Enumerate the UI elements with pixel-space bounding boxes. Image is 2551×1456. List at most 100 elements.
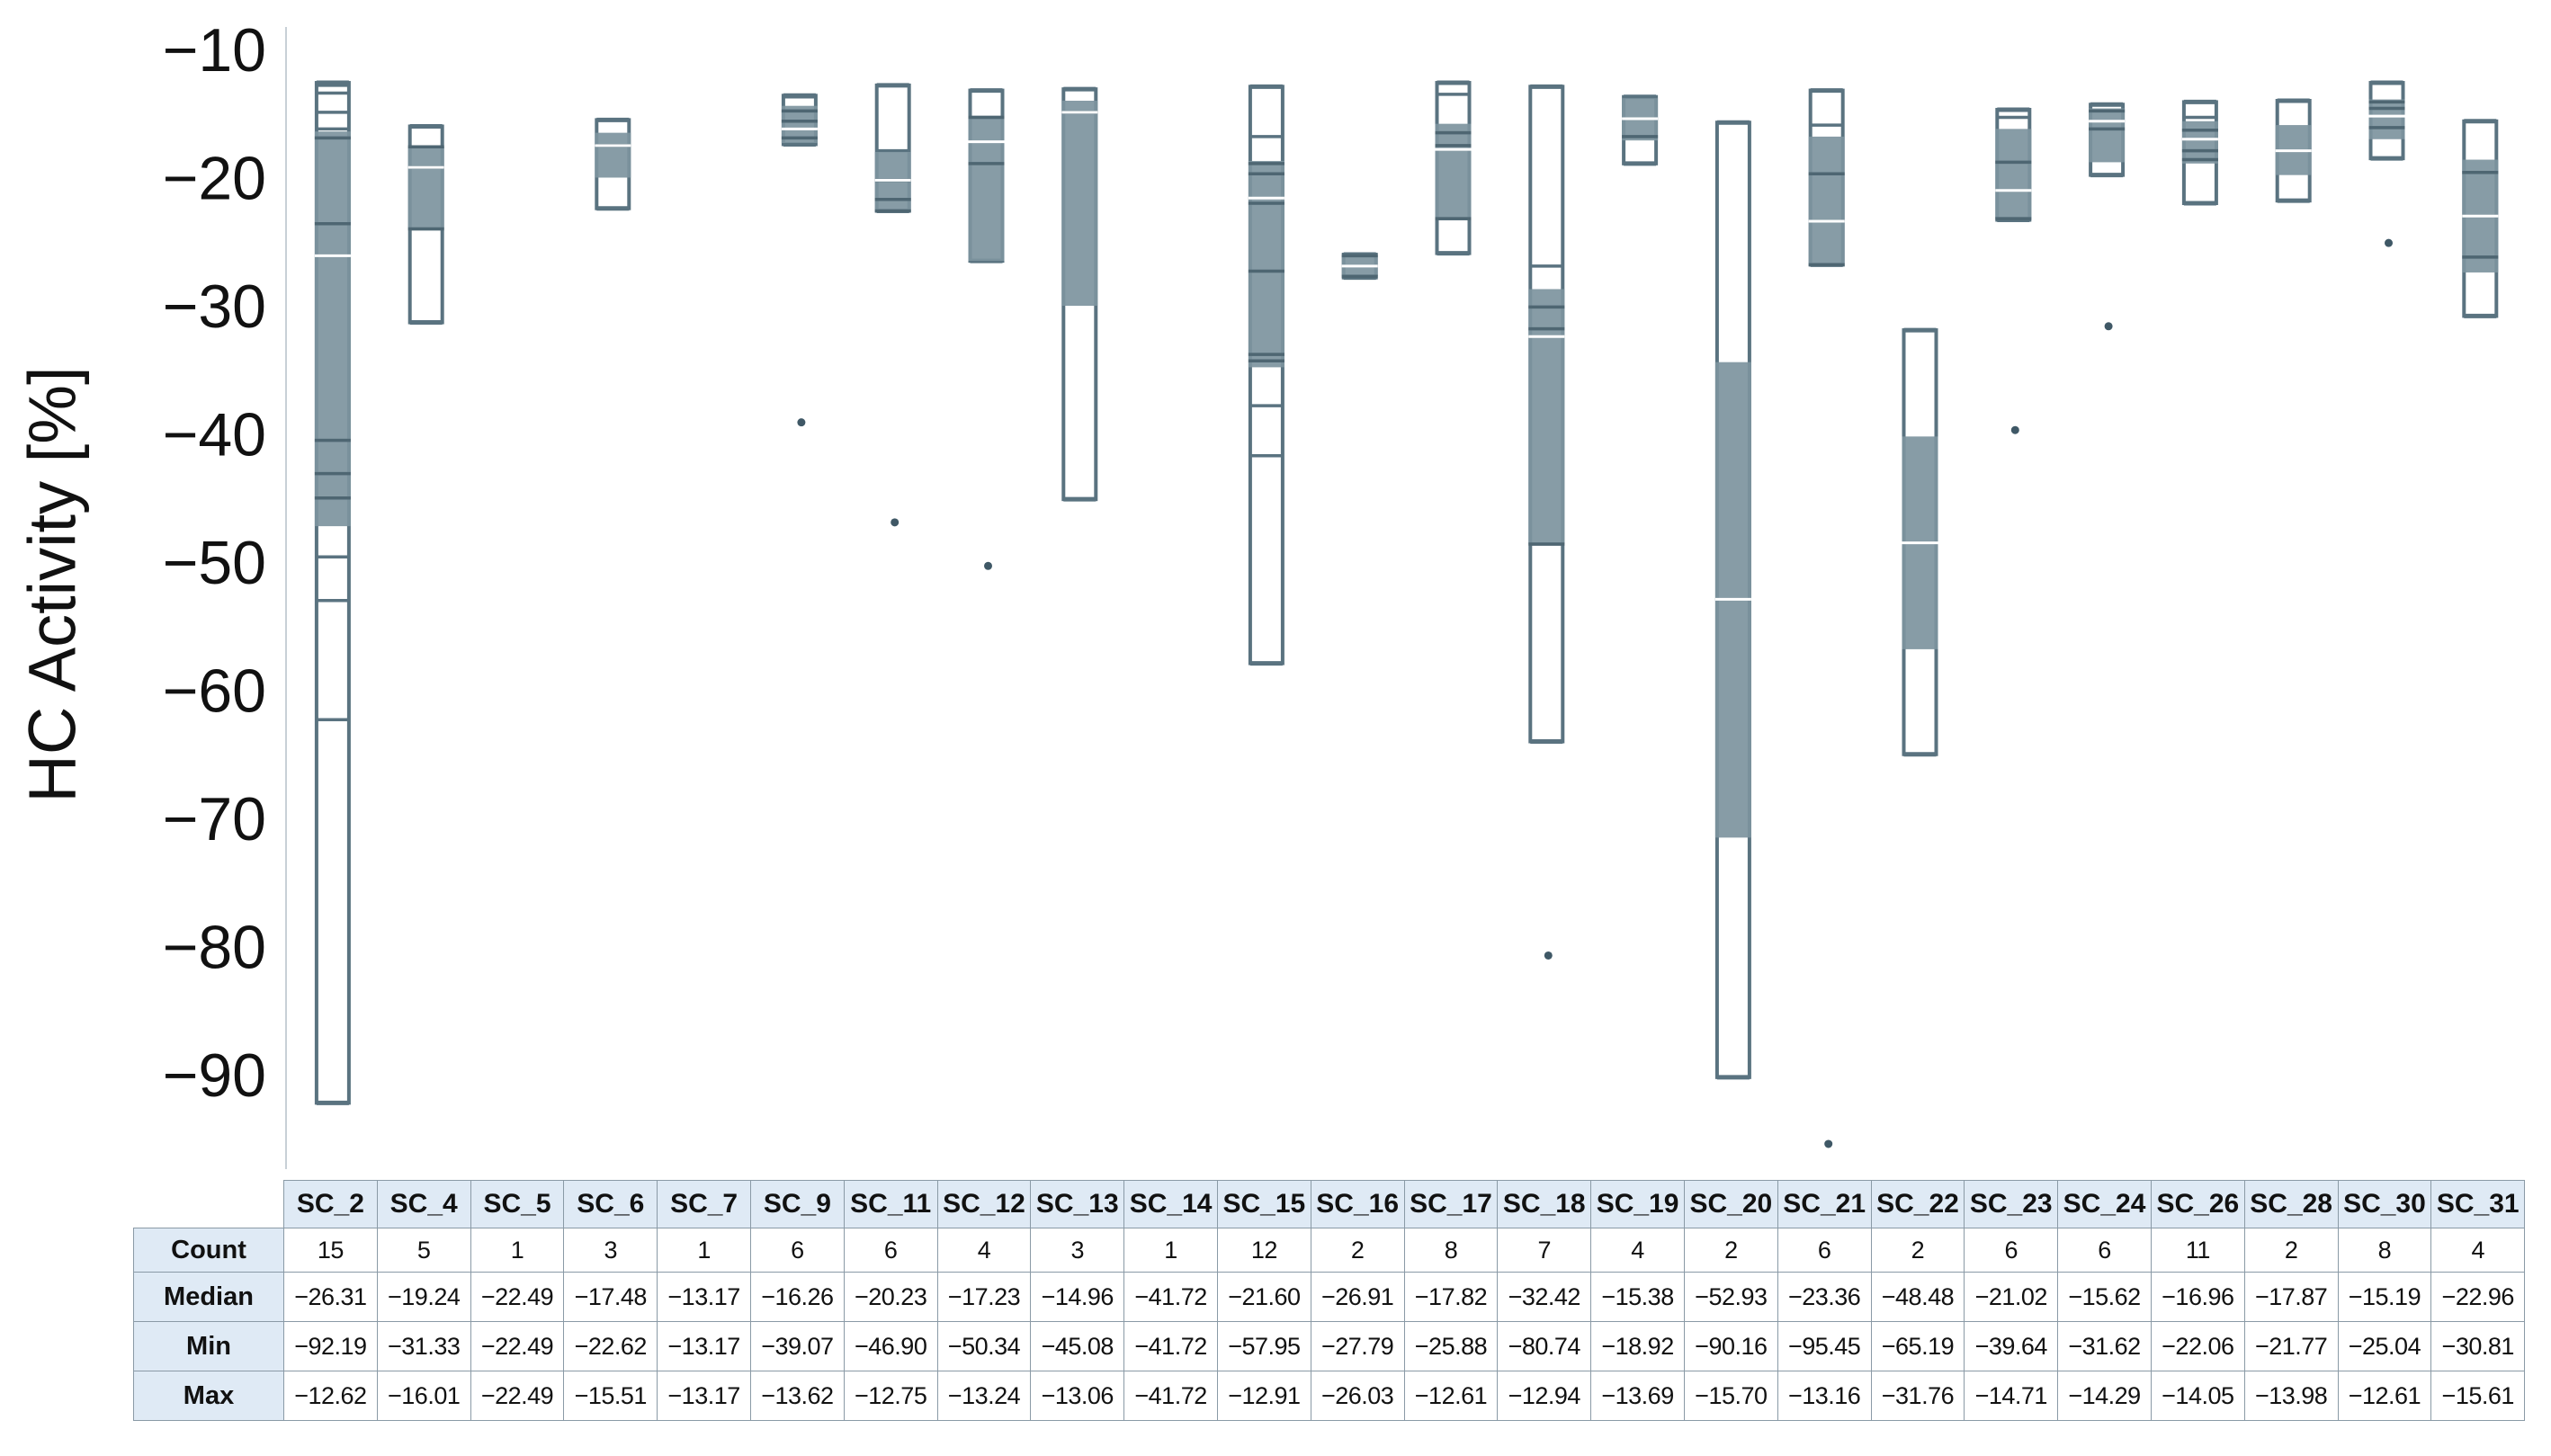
table-cell: −27.79 <box>1310 1321 1405 1371</box>
table-cell: −15.19 <box>2337 1272 2432 1322</box>
table-cell: 12 <box>1216 1228 1311 1273</box>
table-cell: −12.62 <box>283 1371 378 1421</box>
box-group-sc-15 <box>1248 84 1284 666</box>
table-cell: −13.98 <box>2243 1371 2339 1421</box>
table-cell: −15.61 <box>2430 1371 2526 1421</box>
column-header: SC_22 <box>1870 1180 1965 1228</box>
box-group-sc-11 <box>874 83 911 527</box>
box-group-sc-21 <box>1808 88 1845 1148</box>
box-group-sc-24 <box>2089 102 2126 331</box>
box-group-sc-13 <box>1061 86 1098 502</box>
y-tick-label: −30 <box>163 272 266 341</box>
table-cell: 4 <box>936 1228 1032 1273</box>
table-cell: −15.70 <box>1683 1371 1778 1421</box>
outlier-point <box>2010 425 2019 434</box>
table-row-median: Median −26.31 −19.24 −22.49 −17.48 −13.17 −16.… <box>133 1272 2526 1322</box>
outlier-point <box>1824 1139 1833 1148</box>
column-header: SC_9 <box>749 1180 845 1228</box>
table-cell: 1 <box>657 1228 751 1273</box>
column-header: SC_23 <box>1964 1180 2059 1228</box>
table-cell: −92.19 <box>283 1321 378 1371</box>
table-cell: −22.06 <box>2150 1321 2245 1371</box>
table-cell: −13.06 <box>1030 1371 1125 1421</box>
y-tick-label: −20 <box>163 145 266 213</box>
table-cell: −41.72 <box>1123 1321 1218 1371</box>
column-header: SC_31 <box>2430 1180 2526 1228</box>
table-row-max: Max −12.62 −16.01 −22.49 −15.51 −13.17 −13.62−… <box>133 1371 2526 1421</box>
table-cell: −13.17 <box>657 1321 751 1371</box>
table-cell: −31.76 <box>1870 1371 1965 1421</box>
table-cell: −13.24 <box>936 1371 1032 1421</box>
box-group-sc-6 <box>595 117 631 211</box>
table-cell: −22.62 <box>563 1321 658 1371</box>
table-cell: 6 <box>749 1228 845 1273</box>
table-cell: −22.96 <box>2430 1272 2526 1322</box>
column-header: SC_13 <box>1030 1180 1125 1228</box>
interquartile-box <box>314 131 351 527</box>
table-cell: −13.17 <box>657 1371 751 1421</box>
box-group-sc-12 <box>968 88 1005 570</box>
table-cell: −16.26 <box>749 1272 845 1322</box>
table-cell: −12.94 <box>1497 1371 1592 1421</box>
table-cell: −25.88 <box>1403 1321 1499 1371</box>
box-group-sc-31 <box>2462 119 2499 318</box>
interquartile-box <box>2181 121 2218 164</box>
table-corner <box>134 1181 284 1228</box>
table-cell: −13.62 <box>749 1371 845 1421</box>
box-group-sc-19 <box>1622 94 1659 166</box>
row-header: Min <box>133 1321 284 1371</box>
table-cell: −16.01 <box>376 1371 471 1421</box>
column-header: SC_30 <box>2337 1180 2432 1228</box>
box-group-sc-28 <box>2275 98 2312 203</box>
table-cell: −17.48 <box>563 1272 658 1322</box>
column-header: SC_19 <box>1590 1180 1685 1228</box>
table-cell: −41.72 <box>1123 1272 1218 1322</box>
y-tick-label: −70 <box>163 785 266 853</box>
table-cell: 3 <box>563 1228 658 1273</box>
column-header: SC_18 <box>1497 1180 1592 1228</box>
table-cell: −13.16 <box>1777 1371 1872 1421</box>
table-cell: −15.62 <box>2057 1272 2152 1322</box>
interquartile-box <box>2368 99 2405 139</box>
table-cell: −57.95 <box>1216 1321 1311 1371</box>
table-cell: 6 <box>843 1228 938 1273</box>
y-axis: −10 −20 −30 −40 −50 −60 −70 −80 −90 <box>163 16 287 1169</box>
column-header: SC_20 <box>1683 1180 1778 1228</box>
box-group-sc-17 <box>1435 80 1472 256</box>
column-header: SC_5 <box>470 1180 565 1228</box>
column-header: SC_6 <box>563 1180 658 1228</box>
table-cell: −14.96 <box>1030 1272 1125 1322</box>
outlier-point <box>1544 951 1553 960</box>
table-cell: 2 <box>1870 1228 1965 1273</box>
y-axis-label: HC Activity [%] <box>14 366 90 803</box>
column-header: SC_28 <box>2243 1180 2339 1228</box>
table-cell: −22.49 <box>470 1371 565 1421</box>
table-cell: −21.60 <box>1216 1272 1311 1322</box>
table-cell: −20.23 <box>843 1272 938 1322</box>
table-cell: −14.71 <box>1964 1371 2059 1421</box>
table-cell: −12.75 <box>843 1371 938 1421</box>
table-cell: 1 <box>470 1228 565 1273</box>
table-cell: −30.81 <box>2430 1321 2526 1371</box>
table-cell: −45.08 <box>1030 1321 1125 1371</box>
y-tick-label: −50 <box>163 529 266 597</box>
column-header: SC_26 <box>2150 1180 2245 1228</box>
table-cell: −41.72 <box>1123 1371 1218 1421</box>
table-cell: 6 <box>1777 1228 1872 1273</box>
table-cell: 4 <box>2430 1228 2526 1273</box>
table-cell: −23.36 <box>1777 1272 1872 1322</box>
column-header: SC_12 <box>936 1180 1032 1228</box>
table-cell: 2 <box>2243 1228 2339 1273</box>
y-tick-label: −40 <box>163 401 266 469</box>
interquartile-box <box>407 147 444 229</box>
table-cell: −26.03 <box>1310 1371 1405 1421</box>
column-header: SC_24 <box>2057 1180 2152 1228</box>
table-cell: −48.48 <box>1870 1272 1965 1322</box>
column-header: SC_4 <box>376 1180 471 1228</box>
interquartile-box <box>1995 129 2032 219</box>
column-header: SC_2 <box>283 1180 378 1228</box>
table-cell: 6 <box>2057 1228 2152 1273</box>
table-cell: −12.61 <box>1403 1371 1499 1421</box>
table-row-count: Count 15 5 1 3 1 6 6 4 3 1 12 2 8 7 4 2 6 2 6 6 11 2 8 4 <box>133 1228 2526 1273</box>
row-header: Max <box>133 1371 284 1421</box>
